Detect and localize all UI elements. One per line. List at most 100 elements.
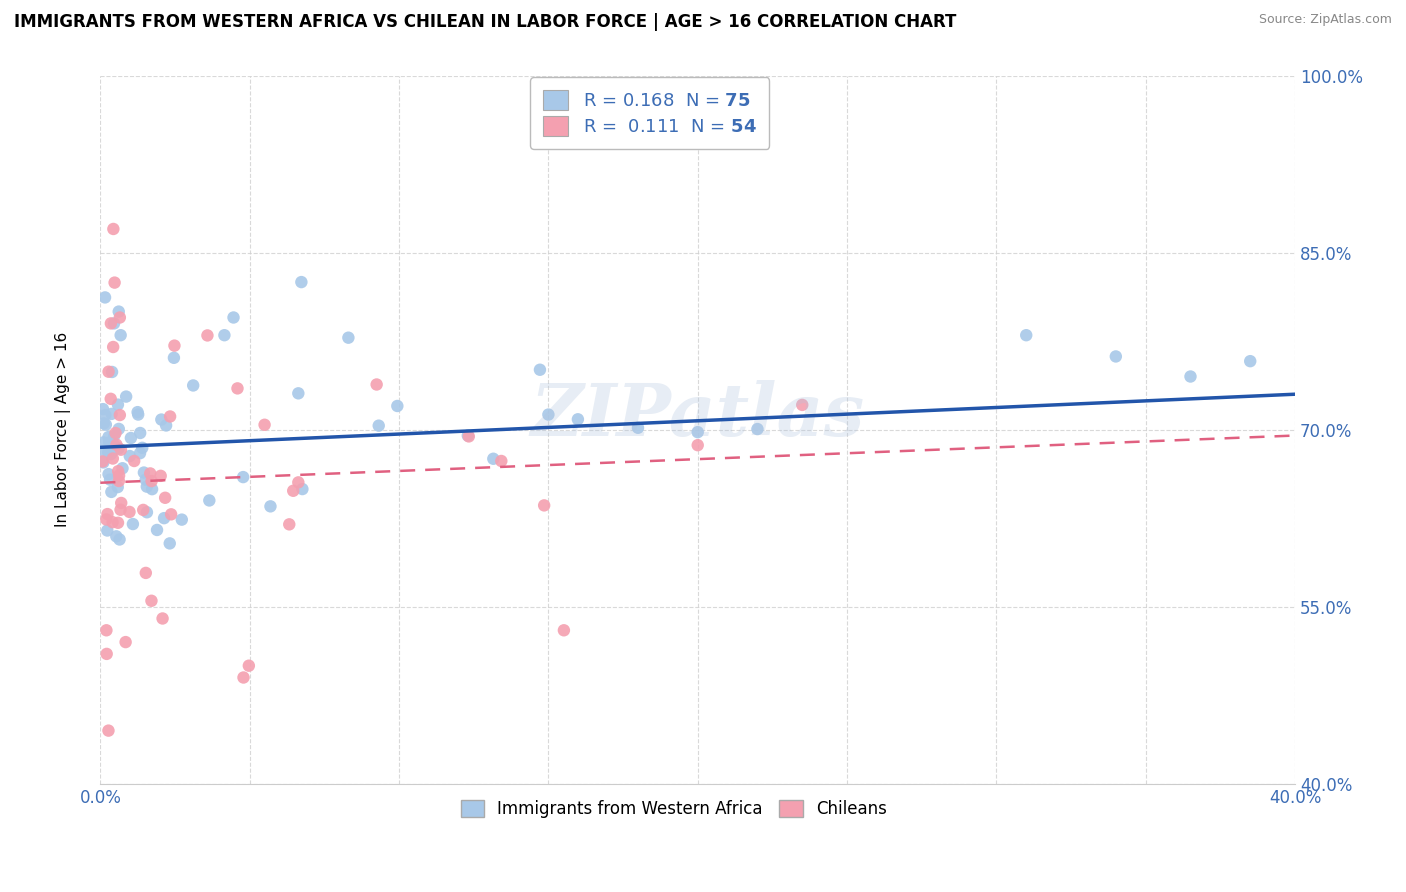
Point [127,408,149,422]
Point [122,454,145,468]
Point [110,328,132,343]
Point [94,417,117,432]
Point [159,409,181,424]
Point [214,328,236,343]
Point [278,517,301,532]
Point [107,516,129,530]
Point [100,317,122,331]
Point [792,398,814,412]
Point [100,407,122,421]
Point [146,523,169,537]
Point [291,482,314,496]
Point [104,425,127,440]
Point [97,723,120,738]
Point [747,422,769,436]
Point [135,566,157,580]
Point [132,466,155,480]
Point [96,507,118,521]
Point [170,513,193,527]
Point [152,611,174,625]
Point [104,439,127,453]
Point [107,398,129,412]
Point [686,425,709,439]
Point [197,328,219,343]
Point [1239,354,1261,368]
Point [1015,328,1038,343]
Point [100,392,122,406]
Point [110,502,132,516]
Point [686,438,709,452]
Point [160,508,183,522]
Point [337,331,360,345]
Point [533,499,555,513]
Point [120,431,142,445]
Point [141,594,163,608]
Point [135,480,157,494]
Point [529,363,551,377]
Point [97,467,120,482]
Point [91,444,114,458]
Point [108,468,131,483]
Point [114,635,136,649]
Point [97,430,120,444]
Point [155,418,177,433]
Point [283,483,305,498]
Point [115,390,138,404]
Point [107,442,129,456]
Point [141,474,163,488]
Point [181,378,204,392]
Point [132,503,155,517]
Point [553,624,575,638]
Point [222,310,245,325]
Point [253,417,276,432]
Point [108,533,131,547]
Legend: Immigrants from Western Africa, Chileans: Immigrants from Western Africa, Chileans [454,794,894,825]
Point [387,399,409,413]
Point [94,290,117,304]
Point [226,381,249,395]
Point [101,365,124,379]
Point [93,417,115,431]
Point [150,412,173,426]
Point [91,402,114,417]
Point [103,317,125,331]
Point [107,422,129,436]
Point [107,304,129,318]
Point [107,480,129,494]
Point [127,405,149,419]
Point [103,429,125,443]
Point [457,429,479,443]
Point [111,461,134,475]
Point [122,517,145,532]
Point [97,365,120,379]
Point [103,340,125,354]
Point [141,482,163,496]
Point [287,475,309,490]
Text: IMMIGRANTS FROM WESTERN AFRICA VS CHILEAN IN LABOR FORCE | AGE > 16 CORRELATION : IMMIGRANTS FROM WESTERN AFRICA VS CHILEA… [14,13,956,31]
Point [104,276,127,290]
Point [118,505,141,519]
Point [136,505,159,519]
Point [105,529,128,543]
Point [118,449,141,463]
Point [567,412,589,426]
Point [98,473,121,487]
Point [457,428,479,442]
Point [100,484,122,499]
Point [232,470,254,484]
Point [129,446,152,460]
Point [163,351,186,365]
Point [287,386,309,401]
Text: ZIPatlas: ZIPatlas [530,380,865,451]
Point [1180,369,1202,384]
Point [238,658,260,673]
Point [94,408,117,422]
Point [139,467,162,481]
Point [103,222,125,236]
Point [627,421,650,435]
Point [131,441,153,455]
Point [96,624,118,638]
Point [110,442,132,457]
Point [482,451,505,466]
Point [159,536,181,550]
